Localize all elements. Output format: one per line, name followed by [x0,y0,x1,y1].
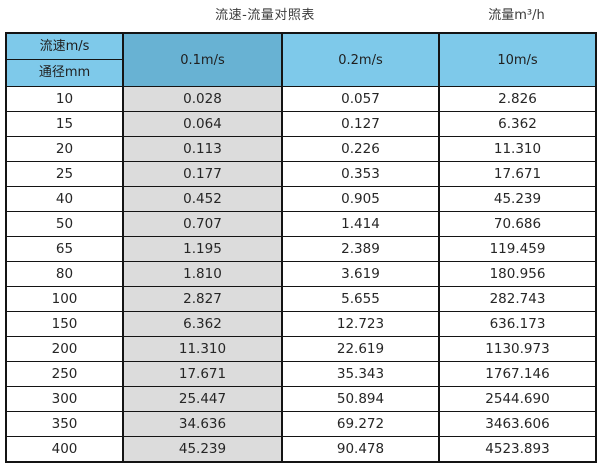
flow-01-cell: 11.310 [122,336,283,362]
flow-02-cell: 22.619 [281,336,440,362]
diameter-cell: 350 [5,411,124,437]
flow-01-cell: 0.113 [122,136,283,162]
header-row: 流速m/s 通径mm 0.1m/s 0.2m/s 10m/s [5,32,597,87]
flow-10-cell: 2.826 [438,86,597,112]
diameter-cell: 100 [5,286,124,312]
flow-02-cell: 1.414 [281,211,440,237]
diameter-cell: 200 [5,336,124,362]
flow-01-cell: 34.636 [122,411,283,437]
diameter-cell: 400 [5,436,124,463]
table-row: 350 34.636 69.272 3463.606 [5,411,597,437]
table-row: 10 0.028 0.057 2.826 [5,86,597,112]
flow-10-cell: 636.173 [438,311,597,337]
flow-01-cell: 0.064 [122,111,283,137]
flow-10-cell: 4523.893 [438,436,597,463]
diameter-cell: 50 [5,211,124,237]
flow-02-cell: 50.894 [281,386,440,412]
flow-02-cell: 90.478 [281,436,440,463]
flow-02-cell: 0.057 [281,86,440,112]
flow-02-cell: 12.723 [281,311,440,337]
flow-01-cell: 25.447 [122,386,283,412]
flow-10-cell: 180.956 [438,261,597,287]
flow-01-cell: 1.810 [122,261,283,287]
diameter-axis-label: 通径mm [38,65,91,80]
table-row: 80 1.810 3.619 180.956 [5,261,597,287]
column-header-0-1ms: 0.1m/s [122,32,283,87]
flow-10-cell: 2544.690 [438,386,597,412]
flow-10-cell: 45.239 [438,186,597,212]
diameter-cell: 20 [5,136,124,162]
flow-10-cell: 282.743 [438,286,597,312]
diameter-cell: 25 [5,161,124,187]
flow-02-cell: 0.226 [281,136,440,162]
flow-01-cell: 17.671 [122,361,283,387]
flow-01-cell: 0.028 [122,86,283,112]
titlebar: 流速-流量对照表 流量m³/h [0,0,600,30]
flow-10-cell: 6.362 [438,111,597,137]
diameter-cell: 250 [5,361,124,387]
flow-02-cell: 35.343 [281,361,440,387]
flow-10-cell: 119.459 [438,236,597,262]
table-row: 400 45.239 90.478 4523.893 [5,436,597,463]
flow-02-cell: 0.905 [281,186,440,212]
flow-02-cell: 5.655 [281,286,440,312]
flow-01-cell: 0.452 [122,186,283,212]
flow-10-cell: 1767.146 [438,361,597,387]
flow-01-cell: 2.827 [122,286,283,312]
diameter-cell: 80 [5,261,124,287]
flow-01-cell: 6.362 [122,311,283,337]
flow-01-cell: 1.195 [122,236,283,262]
flow-10-cell: 70.686 [438,211,597,237]
flow-02-cell: 69.272 [281,411,440,437]
diameter-cell: 300 [5,386,124,412]
flow-02-cell: 3.619 [281,261,440,287]
table-row: 40 0.452 0.905 45.239 [5,186,597,212]
table-row: 15 0.064 0.127 6.362 [5,111,597,137]
flow-02-cell: 2.389 [281,236,440,262]
flow-10-cell: 17.671 [438,161,597,187]
flow-01-cell: 0.177 [122,161,283,187]
column-header-0-2ms: 0.2m/s [281,32,440,87]
table-row: 300 25.447 50.894 2544.690 [5,386,597,412]
diameter-cell: 40 [5,186,124,212]
corner-header-cell: 流速m/s 通径mm [5,32,124,87]
table-title: 流速-流量对照表 [215,8,315,23]
table-row: 200 11.310 22.619 1130.973 [5,336,597,362]
diameter-cell: 15 [5,111,124,137]
table-row: 20 0.113 0.226 11.310 [5,136,597,162]
diameter-cell: 65 [5,236,124,262]
flow-02-cell: 0.127 [281,111,440,137]
table-row: 25 0.177 0.353 17.671 [5,161,597,187]
table-row: 250 17.671 35.343 1767.146 [5,361,597,387]
column-header-10ms: 10m/s [438,32,597,87]
flow-01-cell: 0.707 [122,211,283,237]
table-row: 65 1.195 2.389 119.459 [5,236,597,262]
flow-10-cell: 11.310 [438,136,597,162]
velocity-axis-label: 流速m/s [8,34,121,60]
table-row: 100 2.827 5.655 282.743 [5,286,597,312]
flow-01-cell: 45.239 [122,436,283,463]
diameter-cell: 150 [5,311,124,337]
flow-02-cell: 0.353 [281,161,440,187]
flow-10-cell: 1130.973 [438,336,597,362]
table-row: 150 6.362 12.723 636.173 [5,311,597,337]
diameter-cell: 10 [5,86,124,112]
flow-10-cell: 3463.606 [438,411,597,437]
flow-rate-table: 流速m/s 通径mm 0.1m/s 0.2m/s 10m/s 10 0.028 … [5,32,597,463]
table-row: 50 0.707 1.414 70.686 [5,211,597,237]
unit-title: 流量m³/h [488,8,545,23]
corner-stack: 流速m/s 通径mm [8,34,121,86]
